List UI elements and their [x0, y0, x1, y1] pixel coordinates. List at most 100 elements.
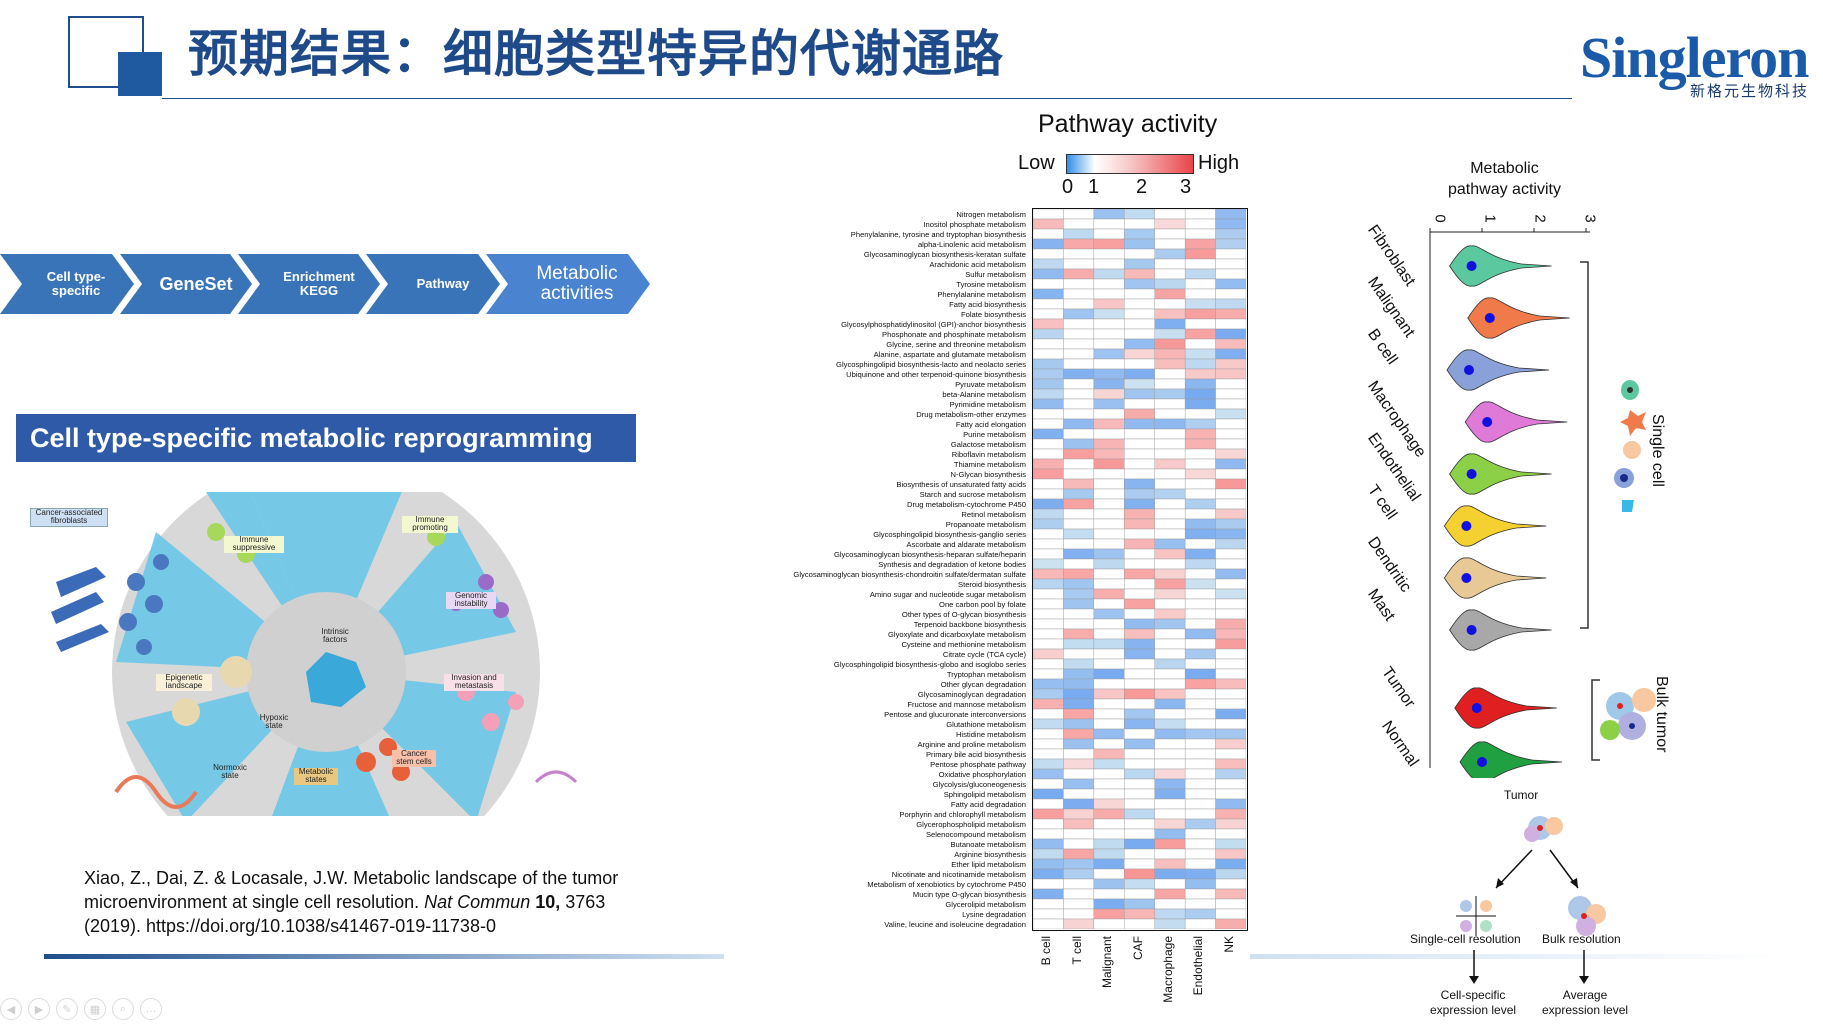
- heatmap-cell: [1154, 748, 1186, 760]
- heatmap-cell: [1215, 458, 1247, 470]
- heatmap-cell: [1124, 628, 1155, 640]
- more-icon[interactable]: …: [140, 998, 162, 1020]
- heatmap-cell: [1215, 438, 1247, 450]
- heatmap-row-label: Sphingolipid metabolism: [943, 790, 1026, 799]
- heatmap-legend-high: High: [1198, 152, 1240, 174]
- heatmap-cell: [1184, 898, 1216, 910]
- label-immune-promoting: Immune promoting: [402, 515, 458, 533]
- heatmap-row-label: Histidine metabolism: [955, 730, 1026, 739]
- heatmap-cell: [1032, 578, 1064, 590]
- heatmap-cell: [1124, 688, 1155, 700]
- heatmap-cell: [1093, 748, 1125, 760]
- heatmap-cell: [1032, 208, 1064, 220]
- heatmap-cell: [1032, 708, 1064, 720]
- heatmap-cell: [1154, 208, 1186, 220]
- violin-median-dot: [1461, 573, 1472, 583]
- heatmap-cell: [1093, 548, 1125, 560]
- heatmap-row-label: Steroid biosynthesis: [958, 580, 1026, 589]
- heatmap-cell: [1032, 228, 1064, 240]
- heatmap-cell: [1184, 708, 1216, 720]
- heatmap-cell: [1063, 828, 1095, 840]
- heatmap-cell: [1215, 808, 1247, 820]
- heatmap-cell: [1184, 478, 1216, 490]
- heatmap-cell: [1093, 668, 1125, 680]
- heatmap-cell: [1154, 668, 1186, 680]
- citation: Xiao, Z., Dai, Z. & Locasale, J.W. Metab…: [84, 866, 644, 938]
- heatmap-cell: [1063, 708, 1095, 720]
- heatmap-cell: [1154, 848, 1186, 860]
- heatmap-cell: [1063, 588, 1095, 600]
- heatmap-cell: [1093, 818, 1125, 830]
- heatmap-cell: [1124, 638, 1155, 650]
- zoom-icon[interactable]: ⌕: [112, 998, 134, 1020]
- heatmap-row-label: Nitrogen metabolism: [956, 210, 1026, 219]
- heatmap-cell: [1124, 338, 1155, 350]
- heatmap-cell: [1184, 868, 1216, 880]
- heatmap-cell: [1093, 618, 1125, 630]
- heatmap-row-label: Valine, leucine and isoleucine degradati…: [884, 920, 1026, 929]
- violin-axis-tick: 2: [1531, 214, 1549, 223]
- heatmap-cell: [1215, 598, 1247, 610]
- heatmap-cell: [1032, 818, 1064, 830]
- heatmap-cell: [1124, 388, 1155, 400]
- heatmap-cell: [1124, 778, 1155, 790]
- heatmap-cell: [1124, 758, 1155, 770]
- heatmap-cell: [1032, 488, 1064, 500]
- violin-shape: [1449, 609, 1552, 651]
- heatmap-cell: [1184, 668, 1216, 680]
- label-caf: Cancer-associated fibroblasts: [30, 508, 108, 527]
- presentation-toolbar: ◀ ▶ ✎ ▦ ⌕ …: [0, 998, 162, 1022]
- heatmap-cell: [1124, 748, 1155, 760]
- heatmap-column-label: T cell: [1069, 936, 1084, 965]
- heatmap-row-label: Inositol phosphate metabolism: [923, 220, 1026, 229]
- heatmap-row-label: Pyruvate metabolism: [955, 380, 1026, 389]
- heatmap-row-label: Oxidative phosphorylation: [938, 770, 1026, 779]
- heatmap-cell: [1093, 528, 1125, 540]
- heatmap-cell: [1124, 378, 1155, 390]
- heatmap-cell: [1124, 248, 1155, 260]
- heatmap-cell: [1154, 378, 1186, 390]
- violin-axis-tick: 0: [1431, 214, 1449, 223]
- violin-plot: [1429, 228, 1590, 778]
- heatmap-cell: [1124, 528, 1155, 540]
- heatmap-cell: [1215, 338, 1247, 350]
- heatmap-cell: [1215, 858, 1247, 870]
- heatmap-cell: [1063, 468, 1095, 480]
- violin-shape: [1443, 505, 1547, 547]
- heatmap-cell: [1215, 298, 1247, 310]
- pen-icon[interactable]: ✎: [56, 998, 78, 1020]
- heatmap-cell: [1215, 418, 1247, 430]
- heatmap-cell: [1184, 288, 1216, 300]
- heatmap-cell: [1032, 298, 1064, 310]
- heatmap-cell: [1093, 228, 1125, 240]
- heatmap-cell: [1184, 918, 1216, 930]
- heatmap-cell: [1093, 838, 1125, 850]
- heatmap-cell: [1093, 378, 1125, 390]
- heatmap-cell: [1184, 848, 1216, 860]
- heatmap-cell: [1154, 368, 1186, 380]
- heatmap-cell: [1215, 488, 1247, 500]
- heatmap-cell: [1184, 878, 1216, 890]
- slides-grid-icon[interactable]: ▦: [84, 998, 106, 1020]
- heatmap-cell: [1032, 268, 1064, 280]
- heatmap-cell: [1032, 468, 1064, 480]
- heatmap-cell: [1063, 478, 1095, 490]
- heatmap-cell: [1184, 338, 1216, 350]
- heatmap-cell: [1215, 918, 1247, 930]
- heatmap-cell: [1124, 708, 1155, 720]
- heatmap-cell: [1093, 808, 1125, 820]
- prev-slide-icon[interactable]: ◀: [0, 998, 22, 1020]
- heatmap-cell: [1154, 658, 1186, 670]
- single-cell-resolution-label: Single-cell resolution: [1410, 932, 1521, 946]
- heatmap-cell: [1124, 618, 1155, 630]
- heatmap-cell: [1184, 238, 1216, 250]
- next-slide-icon[interactable]: ▶: [28, 998, 50, 1020]
- heatmap-cell: [1093, 308, 1125, 320]
- heatmap-cell: [1093, 448, 1125, 460]
- heatmap-cell: [1063, 508, 1095, 520]
- heatmap-cell: [1184, 728, 1216, 740]
- heatmap-cell: [1184, 688, 1216, 700]
- heatmap-cell: [1063, 218, 1095, 230]
- heatmap-cell: [1184, 748, 1216, 760]
- workflow-step-label: Cell type- specific: [46, 269, 106, 298]
